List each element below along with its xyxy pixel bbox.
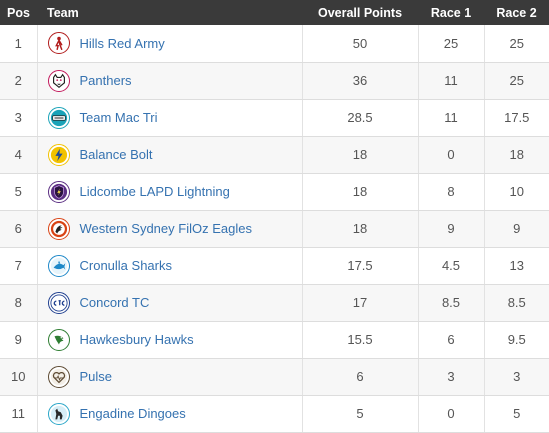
race-2-cell: 9.5 bbox=[483, 321, 549, 359]
race-1-cell: 3 bbox=[417, 358, 484, 396]
overall-points-cell: 6 bbox=[301, 358, 418, 396]
overall-points-cell: 18 bbox=[301, 210, 418, 248]
red-army-runner-icon[interactable] bbox=[47, 32, 70, 55]
position-cell: 4 bbox=[0, 136, 37, 174]
position-cell: 5 bbox=[0, 173, 37, 211]
team-link[interactable]: Western Sydney FilOz Eagles bbox=[79, 221, 252, 236]
team-cell: Lidcombe LAPD Lightning bbox=[36, 173, 302, 211]
overall-points-cell: 18 bbox=[301, 136, 418, 174]
race-1-cell: 6 bbox=[417, 321, 484, 359]
race-2-cell: 25 bbox=[483, 25, 549, 63]
race-1-cell: 8 bbox=[417, 173, 484, 211]
hawk-icon[interactable] bbox=[47, 328, 70, 351]
race-2-cell: 3 bbox=[483, 358, 549, 396]
team-link[interactable]: Balance Bolt bbox=[79, 147, 153, 162]
position-cell: 7 bbox=[0, 247, 37, 285]
team-cell: Concord TC bbox=[36, 284, 302, 322]
race-1-cell: 9 bbox=[417, 210, 484, 248]
team-link[interactable]: Engadine Dingoes bbox=[79, 406, 186, 421]
race-1-cell: 11 bbox=[417, 99, 484, 137]
table-row: 11 Engadine Dingoes 5 0 5 bbox=[0, 395, 549, 433]
table-row: 7 Cronulla Sharks 17.5 4.5 13 bbox=[0, 247, 549, 285]
race-1-cell: 0 bbox=[417, 136, 484, 174]
race-1-cell: 4.5 bbox=[417, 247, 484, 285]
team-link[interactable]: Concord TC bbox=[79, 295, 150, 310]
overall-points-cell: 5 bbox=[301, 395, 418, 433]
table-row: 2 Panthers 36 11 25 bbox=[0, 62, 549, 100]
team-cell: Cronulla Sharks bbox=[36, 247, 302, 285]
race-2-cell: 10 bbox=[483, 173, 549, 211]
header-row: Pos Team Overall Points Race 1 Race 2 bbox=[0, 0, 549, 25]
position-cell: 9 bbox=[0, 321, 37, 359]
table-header: Pos Team Overall Points Race 1 Race 2 bbox=[0, 0, 549, 25]
overall-points-cell: 15.5 bbox=[301, 321, 418, 359]
team-link[interactable]: Cronulla Sharks bbox=[79, 258, 173, 273]
overall-points-cell: 17.5 bbox=[301, 247, 418, 285]
team-cell: Balance Bolt bbox=[36, 136, 302, 174]
race-1-cell: 0 bbox=[417, 395, 484, 433]
team-cell: Hills Red Army bbox=[36, 25, 302, 63]
race-2-cell: 8.5 bbox=[483, 284, 549, 322]
race-1-cell: 11 bbox=[417, 62, 484, 100]
position-cell: 10 bbox=[0, 358, 37, 396]
table-row: 1 Hills Red Army 50 25 25 bbox=[0, 25, 549, 63]
overall-points-cell: 28.5 bbox=[301, 99, 418, 137]
table-row: 6 Western Sydney FilOz Eagles 18 9 9 bbox=[0, 210, 549, 248]
race-1-cell: 25 bbox=[417, 25, 484, 63]
race-2-cell: 13 bbox=[483, 247, 549, 285]
eagle-icon[interactable] bbox=[47, 217, 70, 240]
heart-pulse-icon[interactable] bbox=[47, 365, 70, 388]
team-cell: Panthers bbox=[36, 62, 302, 100]
column-header-pos[interactable]: Pos bbox=[7, 5, 30, 20]
position-cell: 8 bbox=[0, 284, 37, 322]
team-link[interactable]: Hills Red Army bbox=[79, 35, 165, 51]
column-header-overall-points[interactable]: Overall Points bbox=[317, 5, 403, 20]
table-row: 8 Concord TC 17 8.5 8.5 bbox=[0, 284, 549, 322]
team-link[interactable]: Pulse bbox=[79, 369, 113, 384]
position-cell: 2 bbox=[0, 62, 37, 100]
position-cell: 3 bbox=[0, 99, 37, 137]
overall-points-cell: 50 bbox=[301, 25, 418, 63]
race-2-cell: 25 bbox=[483, 62, 549, 100]
team-link[interactable]: Team Mac Tri bbox=[79, 110, 158, 125]
team-cell: Engadine Dingoes bbox=[36, 395, 302, 433]
team-link[interactable]: Lidcombe LAPD Lightning bbox=[79, 184, 230, 199]
table-row: 3 Team Mac Tri 28.5 11 17.5 bbox=[0, 99, 549, 137]
race-2-cell: 18 bbox=[483, 136, 549, 174]
race-2-cell: 5 bbox=[483, 395, 549, 433]
lightning-bolt-icon[interactable] bbox=[47, 143, 70, 166]
race-2-cell: 9 bbox=[483, 210, 549, 248]
position-cell: 6 bbox=[0, 210, 37, 248]
table-body: 1 Hills Red Army 50 25 25 2 bbox=[0, 25, 549, 433]
position-cell: 11 bbox=[0, 395, 37, 433]
table-row: 9 Hawkesbury Hawks 15.5 6 9.5 bbox=[0, 321, 549, 359]
table-row: 4 Balance Bolt 18 0 18 bbox=[0, 136, 549, 174]
overall-points-cell: 18 bbox=[301, 173, 418, 211]
team-link[interactable]: Hawkesbury Hawks bbox=[79, 332, 194, 347]
overall-points-cell: 17 bbox=[301, 284, 418, 322]
team-cell: Team Mac Tri bbox=[36, 99, 302, 137]
race-1-cell: 8.5 bbox=[417, 284, 484, 322]
position-cell: 1 bbox=[0, 25, 37, 63]
table-row: 5 Lidcombe LAPD Lightning 18 8 10 bbox=[0, 173, 549, 211]
dingo-icon[interactable] bbox=[47, 402, 70, 425]
team-cell: Western Sydney FilOz Eagles bbox=[36, 210, 302, 248]
overall-points-cell: 36 bbox=[301, 62, 418, 100]
panther-head-icon[interactable] bbox=[47, 69, 70, 92]
ctc-monogram-icon[interactable] bbox=[47, 291, 70, 314]
team-link[interactable]: Panthers bbox=[79, 73, 132, 88]
column-header-race-2[interactable]: Race 2 bbox=[496, 5, 537, 20]
column-header-race-1[interactable]: Race 1 bbox=[430, 5, 472, 20]
table-row: 10 Pulse 6 3 3 bbox=[0, 358, 549, 396]
column-header-team[interactable]: Team bbox=[47, 5, 79, 20]
shark-icon[interactable] bbox=[47, 254, 70, 277]
lapd-shield-icon[interactable] bbox=[47, 180, 70, 203]
team-cell: Pulse bbox=[36, 358, 302, 396]
mac-tri-badge-icon[interactable] bbox=[47, 106, 70, 129]
team-cell: Hawkesbury Hawks bbox=[36, 321, 302, 359]
race-2-cell: 17.5 bbox=[483, 99, 549, 137]
